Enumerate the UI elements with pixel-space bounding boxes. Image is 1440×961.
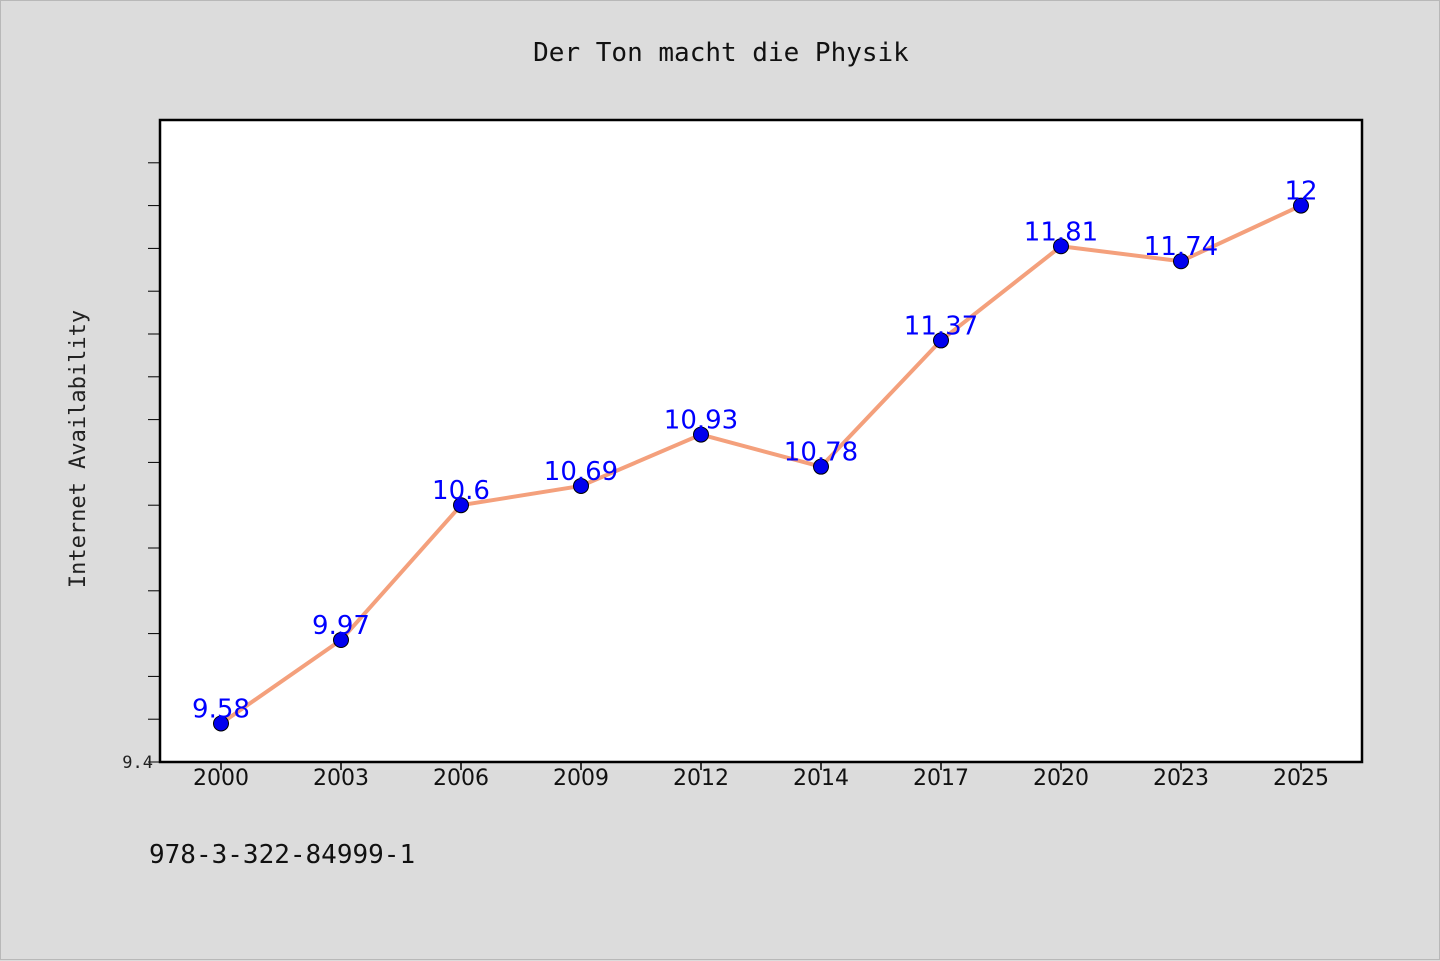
x-tick-label: 2020 bbox=[1033, 766, 1089, 791]
y-axis-label: Internet Availability bbox=[66, 310, 91, 588]
x-tick-label: 2012 bbox=[673, 766, 729, 791]
data-label: 11.37 bbox=[904, 311, 978, 341]
x-tick-label: 2009 bbox=[553, 766, 609, 791]
x-axis-ticks: 2000 2003 2006 2009 2012 2014 2017 2020 2023 2025 bbox=[193, 762, 1329, 791]
x-tick-label: 2025 bbox=[1273, 766, 1329, 791]
y-axis-ticks: 9.4 bbox=[122, 162, 160, 773]
data-point bbox=[693, 426, 709, 443]
data-labels: 9.58 9.97 10.6 10.69 10.93 10.78 11.37 11.81 11.… bbox=[192, 177, 1317, 725]
x-tick-label: 2017 bbox=[913, 766, 969, 791]
data-label: 10.6 bbox=[432, 476, 490, 506]
series-line bbox=[219, 203, 1303, 726]
data-point bbox=[213, 715, 229, 732]
data-label: 12 bbox=[1284, 177, 1317, 207]
data-point bbox=[1053, 238, 1069, 255]
data-point bbox=[813, 458, 829, 475]
x-tick-label: 2023 bbox=[1153, 766, 1209, 791]
series-markers bbox=[213, 197, 1309, 732]
data-label: 10.93 bbox=[664, 406, 738, 436]
data-point bbox=[933, 332, 949, 349]
data-point bbox=[1293, 197, 1309, 214]
data-point bbox=[573, 477, 589, 494]
footer-text: 978-3-322-84999-1 bbox=[149, 840, 415, 870]
x-tick-label: 2003 bbox=[313, 766, 369, 791]
x-tick-label: 2000 bbox=[193, 766, 249, 791]
data-point bbox=[1173, 253, 1189, 270]
data-point bbox=[453, 497, 469, 514]
data-label: 11.74 bbox=[1144, 232, 1218, 262]
chart-title: Der Ton macht die Physik bbox=[533, 38, 909, 68]
x-tick-label: 2014 bbox=[793, 766, 849, 791]
data-label: 10.69 bbox=[544, 457, 618, 487]
y-tick-label: 9.4 bbox=[122, 753, 153, 773]
x-tick-label: 2006 bbox=[433, 766, 489, 791]
data-label: 11.81 bbox=[1024, 217, 1098, 247]
data-label: 10.78 bbox=[784, 438, 858, 468]
plot-area bbox=[158, 118, 1364, 764]
data-label: 9.58 bbox=[192, 694, 250, 724]
data-point bbox=[333, 632, 349, 649]
data-label: 9.97 bbox=[312, 611, 370, 641]
